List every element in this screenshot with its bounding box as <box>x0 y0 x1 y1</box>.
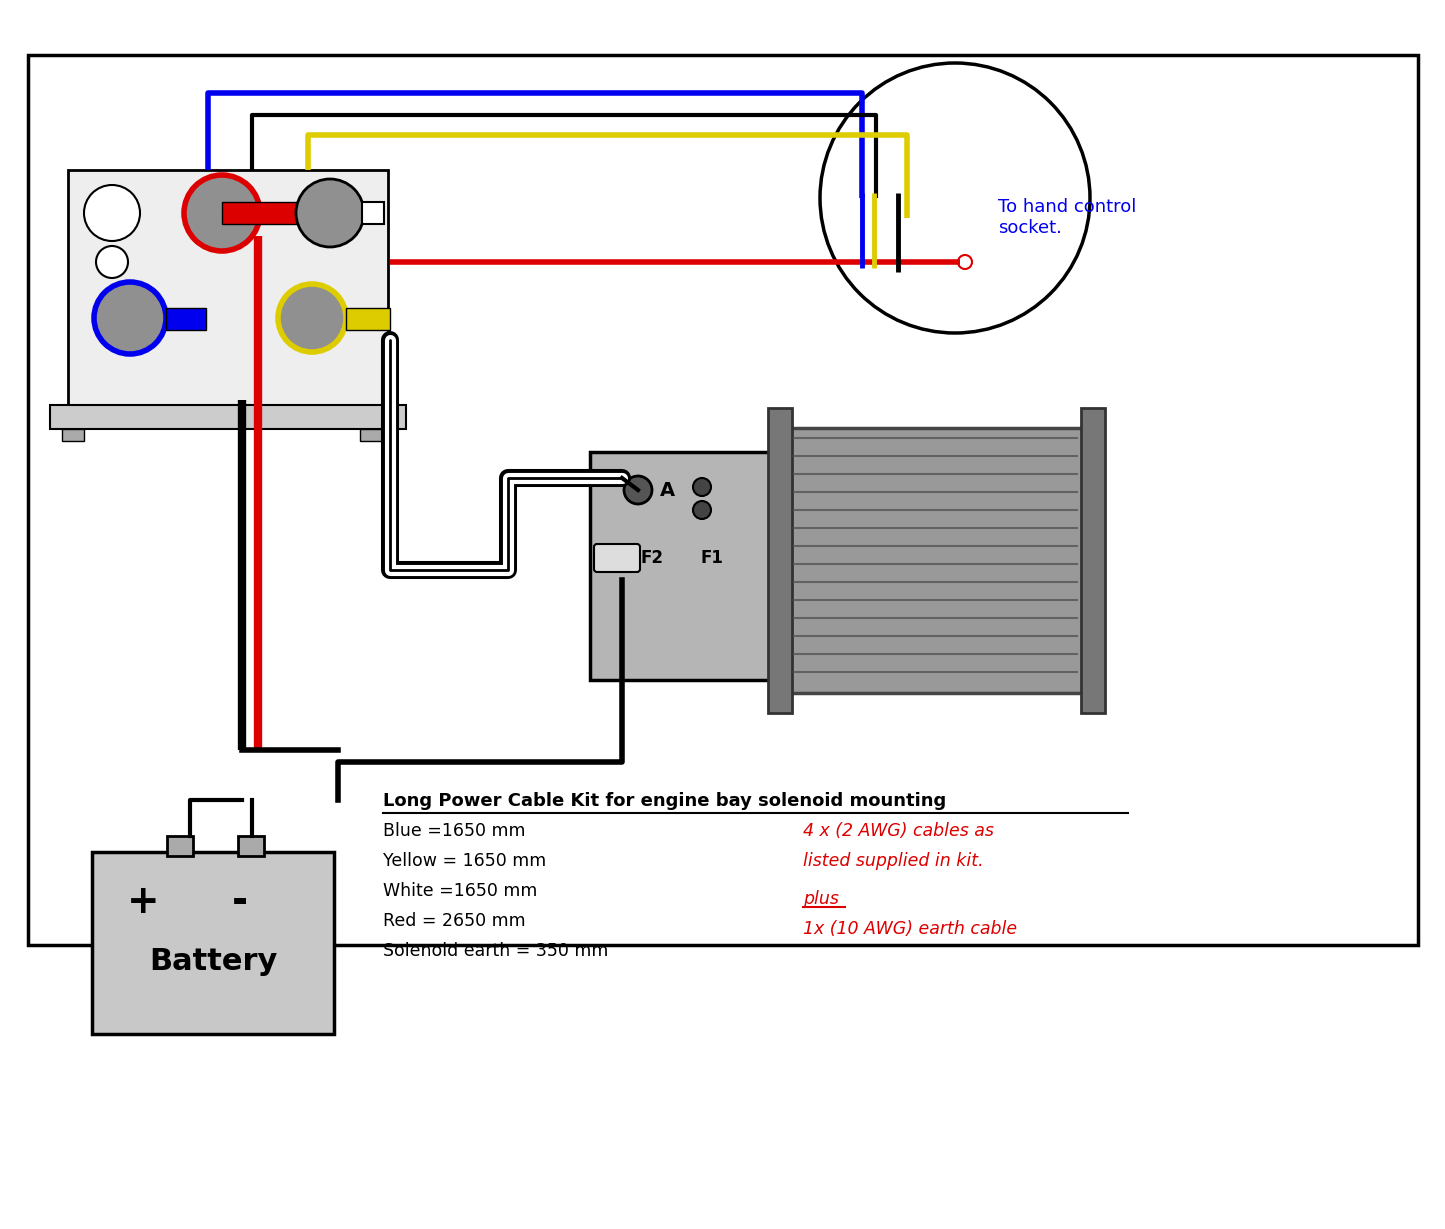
Bar <box>360 429 381 441</box>
Text: Blue =1650 mm: Blue =1650 mm <box>383 822 526 839</box>
Text: 1x (10 AWG) earth cable: 1x (10 AWG) earth cable <box>803 921 1017 938</box>
Bar <box>168 836 194 857</box>
Bar <box>363 202 384 224</box>
Text: A: A <box>660 481 675 499</box>
Text: F1: F1 <box>699 549 722 567</box>
Text: plus: plus <box>803 890 840 908</box>
Circle shape <box>694 478 711 497</box>
Bar <box>345 308 390 331</box>
Bar <box>166 308 207 331</box>
Text: listed supplied in kit.: listed supplied in kit. <box>803 852 984 870</box>
Text: To hand control
socket.: To hand control socket. <box>998 198 1136 237</box>
Bar <box>27 55 1418 945</box>
Bar <box>92 852 334 1034</box>
Bar <box>238 836 264 857</box>
Text: Red = 2650 mm: Red = 2650 mm <box>383 912 526 930</box>
FancyBboxPatch shape <box>594 544 640 571</box>
Circle shape <box>95 246 129 278</box>
Text: -: - <box>233 882 249 921</box>
Text: 4 x (2 AWG) cables as: 4 x (2 AWG) cables as <box>803 822 994 839</box>
Bar <box>1081 408 1105 713</box>
Text: Solenoid earth = 350 mm: Solenoid earth = 350 mm <box>383 941 608 960</box>
Circle shape <box>694 501 711 519</box>
Bar <box>62 429 84 441</box>
Bar <box>223 202 319 224</box>
Text: Yellow = 1650 mm: Yellow = 1650 mm <box>383 852 546 870</box>
Text: Battery: Battery <box>149 948 277 977</box>
Circle shape <box>958 254 972 269</box>
Circle shape <box>94 281 166 354</box>
Circle shape <box>624 476 652 504</box>
Text: Long Power Cable Kit for engine bay solenoid mounting: Long Power Cable Kit for engine bay sole… <box>383 791 946 810</box>
Bar <box>590 452 790 680</box>
Bar <box>51 406 406 429</box>
Circle shape <box>84 186 140 241</box>
Text: White =1650 mm: White =1650 mm <box>383 882 538 900</box>
Bar <box>68 170 389 406</box>
Circle shape <box>277 284 345 351</box>
Circle shape <box>184 175 260 251</box>
Text: +: + <box>127 882 159 921</box>
Circle shape <box>296 179 364 247</box>
Bar <box>788 428 1082 693</box>
Bar <box>767 408 792 713</box>
Text: F2: F2 <box>640 549 663 567</box>
